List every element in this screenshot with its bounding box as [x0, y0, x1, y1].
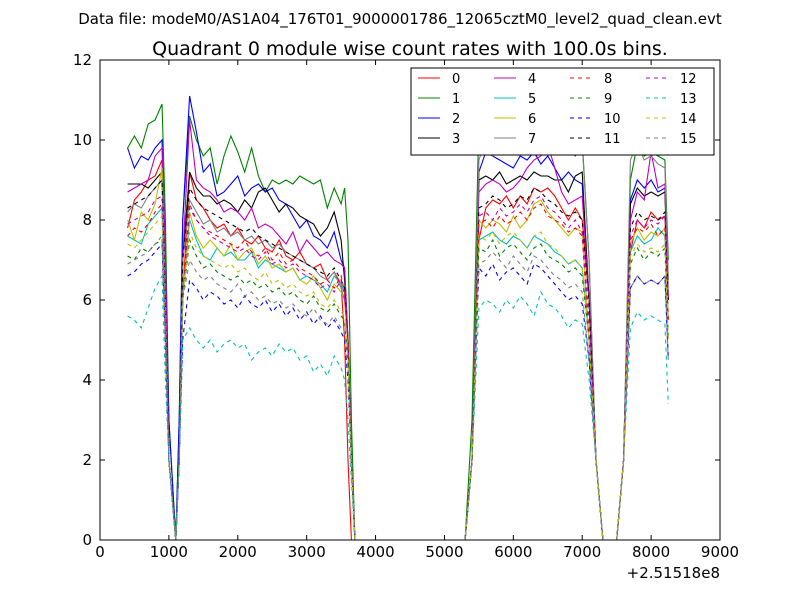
- legend-label: 1: [452, 92, 460, 107]
- legend-label: 9: [604, 92, 612, 107]
- x-tick-label: 4000: [356, 543, 394, 561]
- x-offset-label: +2.51518e8: [627, 564, 720, 582]
- series-line-15: [127, 234, 669, 541]
- series-line-8: [127, 202, 669, 541]
- x-tick-label: 3000: [288, 543, 326, 561]
- legend-label: 0: [452, 72, 460, 87]
- x-tick-label: 9000: [701, 543, 739, 561]
- series-line-12: [127, 195, 669, 541]
- series-line-9: [127, 237, 669, 541]
- legend-label: 12: [680, 72, 697, 87]
- x-tick-label: 1000: [150, 543, 188, 561]
- ticks-layer: 0 1000 2000 3000 4000 5000 6000 7000 8000 9000 0 2 4…: [73, 51, 739, 561]
- y-tick-label: 10: [73, 131, 92, 149]
- legend-label: 7: [528, 132, 536, 147]
- legend-label: 5: [528, 92, 536, 107]
- x-tick-label: 2000: [219, 543, 257, 561]
- legend-label: 11: [604, 132, 621, 147]
- legend-label: 14: [680, 112, 697, 127]
- legend-label: 15: [680, 132, 697, 147]
- x-tick-label: 0: [95, 543, 105, 561]
- x-tick-label: 8000: [632, 543, 670, 561]
- series-line-13: [127, 274, 669, 541]
- series-layer: [127, 91, 669, 541]
- series-line-4: [127, 119, 669, 541]
- series-line-10: [127, 242, 669, 541]
- legend-label: 10: [604, 112, 621, 127]
- y-tick-label: 2: [82, 451, 92, 469]
- x-tick-label: 5000: [425, 543, 463, 561]
- y-tick-label: 8: [82, 211, 92, 229]
- y-tick-label: 4: [82, 371, 92, 389]
- legend-box: [410, 67, 715, 156]
- y-tick-label: 6: [82, 291, 92, 309]
- y-tick-label: 0: [82, 531, 92, 549]
- x-tick-label: 6000: [494, 543, 532, 561]
- suptitle: Data file: modeM0/AS1A04_176T01_90000017…: [78, 10, 722, 29]
- chart-title: Quadrant 0 module wise count rates with …: [152, 38, 668, 60]
- legend-label: 4: [528, 72, 536, 87]
- y-tick-label: 12: [73, 51, 92, 69]
- legend-label: 3: [452, 132, 460, 147]
- series-line-0: [127, 159, 669, 541]
- legend-label: 13: [680, 92, 697, 107]
- legend-label: 2: [452, 112, 460, 127]
- x-tick-label: 7000: [563, 543, 601, 561]
- series-line-14: [127, 214, 669, 541]
- legend-label: 8: [604, 72, 612, 87]
- legend-label: 6: [528, 112, 536, 127]
